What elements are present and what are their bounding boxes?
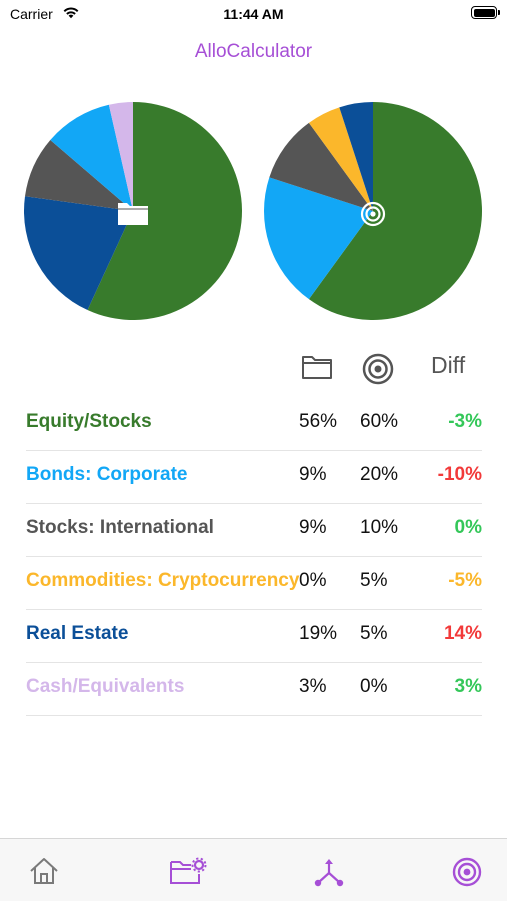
asset-class-name: Equity/Stocks — [26, 411, 152, 432]
target-percent: 10% — [360, 517, 399, 538]
table-row[interactable]: Equity/Stocks 56% 60% -3% — [26, 398, 482, 451]
battery-icon — [471, 6, 500, 19]
asset-class-name: Bonds: Corporate — [26, 464, 188, 485]
current-percent: 3% — [299, 676, 327, 697]
table-row[interactable]: Commodities: Cryptocurrency 0% 5% -5% — [26, 557, 482, 610]
target-percent: 20% — [360, 464, 399, 485]
current-percent: 9% — [299, 517, 327, 538]
pie-slice-cash-equivalents[interactable] — [108, 102, 133, 211]
diff-percent: -5% — [448, 570, 482, 591]
current-percent: 19% — [299, 623, 338, 644]
folder-icon — [302, 356, 332, 379]
target-icon — [360, 201, 386, 227]
pie-slice-commodities-cryptocurrency[interactable] — [308, 107, 373, 211]
pie-slice-equity-stocks[interactable] — [308, 102, 482, 320]
diff-percent: 3% — [454, 676, 482, 697]
current-allocation-pie-chart[interactable] — [22, 100, 244, 322]
tab-bar — [0, 838, 507, 901]
folder-icon — [118, 203, 148, 225]
table-header: Diff — [0, 352, 507, 385]
status-time: 11:44 AM — [223, 6, 284, 22]
diff-percent: 0% — [454, 517, 482, 538]
pie-slice-equity-stocks[interactable] — [87, 102, 242, 320]
target-percent: 60% — [360, 411, 399, 432]
app-title: AlloCalculator — [194, 41, 313, 62]
current-percent: 0% — [299, 570, 327, 591]
asset-class-name: Real Estate — [26, 623, 129, 644]
asset-class-name: Stocks: International — [26, 517, 214, 538]
diff-percent: 14% — [443, 623, 482, 644]
table-row[interactable]: Bonds: Corporate 9% 20% -10% — [26, 451, 482, 504]
allocation-charts — [0, 100, 507, 330]
home-icon[interactable] — [28, 857, 60, 885]
target-percent: 5% — [360, 623, 388, 644]
asset-class-name: Commodities: Cryptocurrency — [26, 570, 300, 591]
table-row[interactable]: Real Estate 19% 5% 14% — [26, 610, 482, 663]
allocation-table: Equity/Stocks 56% 60% -3% Bonds: Corpora… — [26, 398, 482, 716]
current-percent: 56% — [299, 411, 338, 432]
diff-percent: -10% — [437, 464, 482, 485]
pie-slice-stocks-international[interactable] — [24, 139, 133, 211]
status-bar: Carrier 11:44 AM — [0, 0, 507, 28]
wifi-icon — [63, 7, 79, 19]
diff-percent: -3% — [448, 411, 482, 432]
table-row[interactable]: Cash/Equivalents 3% 0% 3% — [26, 663, 482, 716]
target-icon[interactable] — [452, 857, 482, 887]
current-percent: 9% — [299, 464, 327, 485]
pie-slice-bonds-corporate[interactable] — [264, 177, 373, 300]
target-allocation-pie-chart[interactable] — [262, 100, 484, 322]
pie-slice-stocks-international[interactable] — [269, 122, 373, 211]
target-percent: 0% — [360, 676, 388, 697]
allocation-split-icon[interactable] — [314, 857, 344, 887]
table-row[interactable]: Stocks: International 9% 10% 0% — [26, 504, 482, 557]
target-icon — [362, 353, 394, 385]
pie-slice-real-estate[interactable] — [24, 196, 133, 311]
pie-slice-bonds-corporate[interactable] — [50, 104, 133, 211]
pie-slice-real-estate[interactable] — [339, 102, 373, 211]
asset-class-name: Cash/Equivalents — [26, 676, 185, 697]
carrier-label: Carrier — [10, 6, 53, 22]
diff-header-label: Diff — [431, 352, 466, 378]
portfolio-settings-icon[interactable] — [169, 857, 207, 885]
target-percent: 5% — [360, 570, 388, 591]
